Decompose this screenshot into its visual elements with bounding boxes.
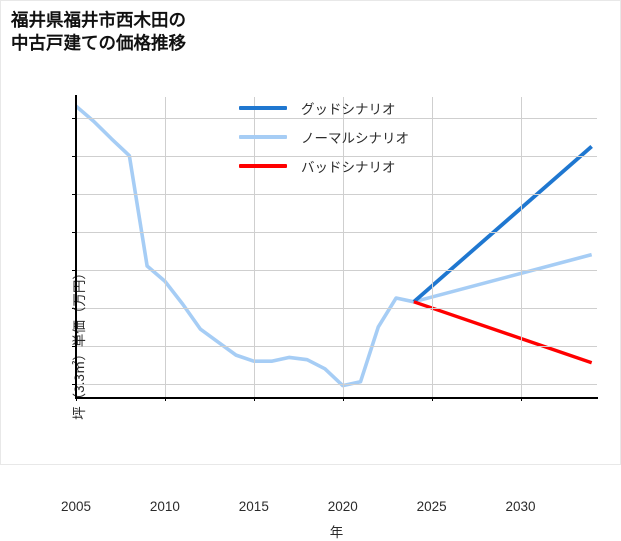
gridline-vertical: [431, 97, 433, 397]
y-tick-mark: [72, 345, 76, 347]
x-tick-label: 2020: [327, 499, 358, 514]
legend-label: グッドシナリオ: [301, 101, 396, 117]
y-axis-label-text: 坪（3.3㎡）単価（万円）: [72, 266, 87, 420]
gridline-vertical: [342, 97, 344, 397]
x-tick-label: 2015: [238, 499, 269, 514]
gridline-vertical: [520, 97, 522, 397]
y-tick-mark: [72, 117, 76, 119]
series-line: [413, 300, 593, 365]
gridline-horizontal: [76, 193, 597, 195]
x-tick-mark: [164, 397, 166, 401]
y-tick-mark: [72, 307, 76, 309]
legend-color-swatch: [239, 105, 287, 110]
gridline-horizontal: [76, 117, 597, 119]
gridline-horizontal: [76, 155, 597, 157]
legend-color-swatch: [239, 163, 287, 168]
y-tick-mark: [72, 384, 76, 386]
gridline-horizontal: [76, 384, 597, 386]
legend-color-swatch: [239, 134, 287, 139]
gridline-vertical: [253, 97, 255, 397]
y-axis-spine: [75, 95, 77, 399]
x-tick-mark: [76, 397, 77, 401]
legend-label: ノーマルシナリオ: [301, 130, 409, 146]
x-tick-label: 2010: [149, 499, 180, 514]
y-tick-mark: [72, 155, 76, 157]
x-tick-mark: [342, 397, 344, 401]
x-tick-mark: [253, 397, 255, 401]
gridline-vertical: [164, 97, 166, 397]
x-tick-label: 2025: [416, 499, 447, 514]
gridline-horizontal: [76, 307, 597, 309]
x-tick-label: 2005: [60, 499, 92, 514]
x-axis-spine: [75, 397, 598, 399]
legend-item[interactable]: ノーマルシナリオ: [239, 122, 489, 151]
y-axis-label: 坪（3.3㎡）単価（万円）: [68, 0, 88, 420]
legend-item[interactable]: グッドシナリオ: [239, 93, 489, 122]
x-tick-mark: [431, 397, 433, 401]
chart-title: 福井県福井市西木田の 中古戸建ての価格推移: [11, 10, 186, 54]
legend-item[interactable]: バッドシナリオ: [239, 151, 489, 180]
y-tick-mark: [72, 231, 76, 233]
y-tick-mark: [72, 193, 76, 195]
x-tick-label: 2030: [505, 499, 536, 514]
gridline-horizontal: [76, 269, 597, 271]
x-axis-label: 年: [329, 525, 344, 540]
gridline-horizontal: [76, 231, 597, 233]
chart-legend: グッドシナリオ ノーマルシナリオ バッドシナリオ: [239, 93, 489, 180]
y-tick-mark: [72, 269, 76, 271]
legend-label: バッドシナリオ: [301, 159, 396, 175]
series-line: [412, 145, 593, 304]
gridline-horizontal: [76, 345, 597, 347]
x-tick-mark: [520, 397, 522, 401]
